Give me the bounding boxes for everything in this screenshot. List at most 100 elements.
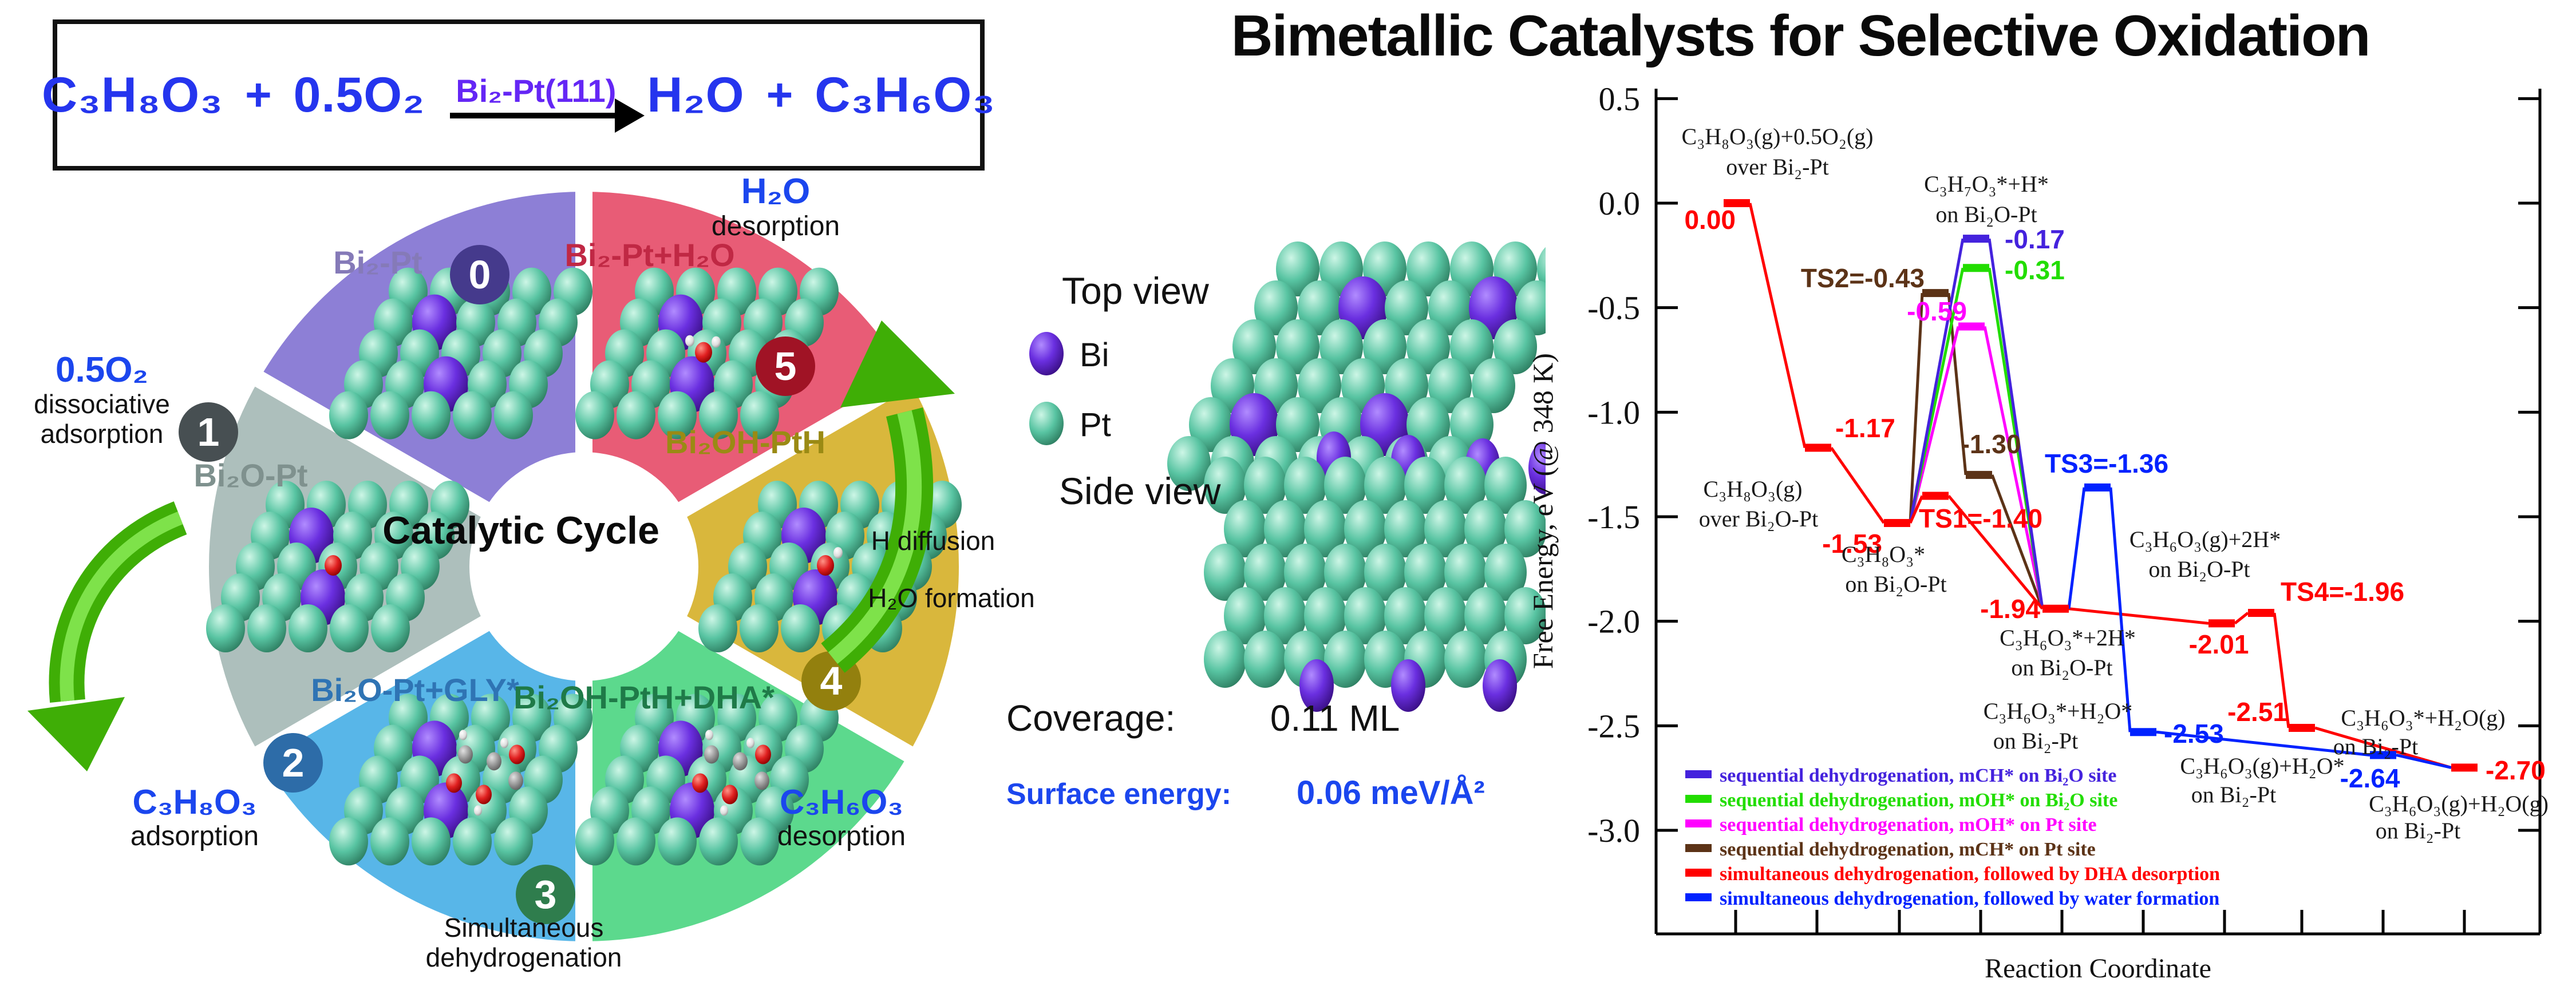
state-label-17: on Bi₂-Pt xyxy=(2333,734,2418,759)
x-axis-title: Reaction Coordinate xyxy=(1985,953,2211,984)
pt-atom xyxy=(1384,500,1427,557)
bi-pt-legend: Bi Pt xyxy=(1029,332,1111,445)
legend-label-0: sequential dehydrogenation, mCH* on Bi₂O… xyxy=(1720,765,2116,786)
pt-atom xyxy=(1298,358,1341,413)
pt-atom xyxy=(1406,241,1450,296)
hydrogen-atom xyxy=(459,730,467,740)
cycle-core xyxy=(469,452,698,681)
pt-atom xyxy=(412,391,451,439)
carbon-atom xyxy=(754,771,769,790)
pt-atom xyxy=(1494,319,1537,374)
carbon-atom xyxy=(487,752,501,771)
energy-connector-red xyxy=(2234,612,2249,625)
pt-atom xyxy=(329,391,368,439)
oxygen-atom xyxy=(446,773,462,793)
equation-product2: C₃H₆O₃ xyxy=(815,67,995,122)
pt-atom xyxy=(740,391,779,439)
pt-atom xyxy=(1264,500,1306,557)
pt-atom xyxy=(781,604,820,652)
pt-atom xyxy=(658,391,697,439)
wedge-state-label-5: Bi₂-Pt+H₂O xyxy=(564,237,734,273)
pt-atom xyxy=(453,817,492,866)
bi-atom xyxy=(1299,659,1334,712)
coverage-value: 0.11 ML xyxy=(1270,698,1400,739)
pt-atom xyxy=(699,391,738,439)
legend-label-1: sequential dehydrogenation, mOH* on Bi₂O… xyxy=(1720,790,2117,811)
pt-atom xyxy=(1404,457,1447,514)
hydrogen-atom xyxy=(685,335,694,347)
energy-connector-violet xyxy=(1988,238,2044,609)
pt-atom xyxy=(1364,544,1406,601)
legend-swatch-1 xyxy=(1685,795,1712,803)
oxygen-atom xyxy=(325,555,342,576)
equation-product1: H₂O xyxy=(647,67,745,122)
equation-plus1: + xyxy=(244,69,272,120)
cycle-arrow-right-highlight-icon xyxy=(828,410,922,664)
energy-value-label-ts3: TS3=-1.36 xyxy=(2045,449,2168,478)
pt-atom xyxy=(698,604,737,652)
hydrogen-atom xyxy=(833,547,843,559)
legend-pt-label: Pt xyxy=(1080,406,1111,443)
pt-atom xyxy=(1428,280,1472,335)
pt-atom xyxy=(1384,587,1427,644)
coverage-row: Coverage: 0.11 ML xyxy=(1006,697,1400,739)
pt-atom xyxy=(1444,457,1487,514)
pt-atom xyxy=(1324,457,1366,514)
pt-atom xyxy=(1224,587,1266,644)
legend-swatch-2 xyxy=(1685,819,1712,827)
pt-atom xyxy=(617,817,655,866)
pt-atom xyxy=(1204,457,1246,514)
annotation-line: H₂O formation xyxy=(868,583,1035,613)
pt-atom xyxy=(1204,544,1246,601)
energy-level-g3 xyxy=(2042,604,2069,613)
pt-atom xyxy=(1324,544,1366,601)
legend-bi-label: Bi xyxy=(1080,336,1109,374)
cycle-arrow-left-head-icon xyxy=(27,697,125,771)
energy-connector-blue xyxy=(2067,487,2086,609)
cycle-arrow-right-head-icon xyxy=(840,320,955,407)
carbon-atom xyxy=(508,771,523,790)
oxygen-atom xyxy=(722,785,738,805)
pt-atom xyxy=(247,604,286,652)
energy-value-label-g3: -1.94 xyxy=(1980,594,2040,624)
pt-atom xyxy=(1224,500,1266,557)
energy-connector-red xyxy=(1748,203,1807,448)
equation-plus2: + xyxy=(766,69,793,120)
legend-label-2: sequential dehydrogenation, mOH* on Pt s… xyxy=(1720,814,2097,835)
annotation-line: desorption xyxy=(777,821,906,852)
wedge-state-label-2: Bi₂O-Pt+GLY* xyxy=(311,672,519,708)
pt-atom xyxy=(699,817,738,866)
cycle-step-number-5: 5 xyxy=(775,344,797,389)
oxygen-atom xyxy=(695,342,712,363)
oxygen-atom xyxy=(509,744,525,765)
state-label-18: C₃H₆O₃(g)+H₂O(g) xyxy=(2369,791,2549,817)
pt-atom xyxy=(1385,280,1428,335)
bi-atom xyxy=(1528,442,1546,494)
cycle-step-badge-1 xyxy=(179,402,238,462)
equation-catalyst-label: Bi₂-Pt(111) xyxy=(456,72,617,109)
energy-value-label-b2: -2.64 xyxy=(2340,763,2400,793)
equation-arrow-group: Bi₂-Pt(111) xyxy=(450,72,645,133)
energy-level-ts4 xyxy=(2248,609,2274,617)
pt-atom xyxy=(1189,397,1232,452)
pt-atom xyxy=(494,391,533,439)
energy-level-ts1 xyxy=(1922,492,1949,500)
energy-level-g0 xyxy=(1724,199,1750,207)
pt-atom xyxy=(1404,544,1447,601)
energy-connector-blue xyxy=(2109,487,2132,732)
pt-atom xyxy=(412,817,451,866)
state-label-13: on Bi₂-Pt xyxy=(1993,728,2078,754)
pt-atom xyxy=(1484,457,1527,514)
wedge-structure-3 xyxy=(575,694,839,866)
pt-atom xyxy=(740,817,779,866)
pt-atom xyxy=(1444,544,1487,601)
state-label-5: over Bi₂O-Pt xyxy=(1699,506,1818,532)
annotation-line: C₃H₆O₃ xyxy=(779,783,904,821)
pt-atom xyxy=(1428,358,1472,413)
pt-atom xyxy=(1276,241,1319,296)
cycle-arrow-left-highlight-icon xyxy=(60,511,183,702)
energy-value-label-vpk: -0.17 xyxy=(2005,224,2065,254)
annotation-line: Simultaneous xyxy=(444,913,604,942)
state-label-12: C₃H₆O₃*+H₂O* xyxy=(1984,698,2133,724)
y-tick-label: -1.0 xyxy=(1587,394,1640,431)
